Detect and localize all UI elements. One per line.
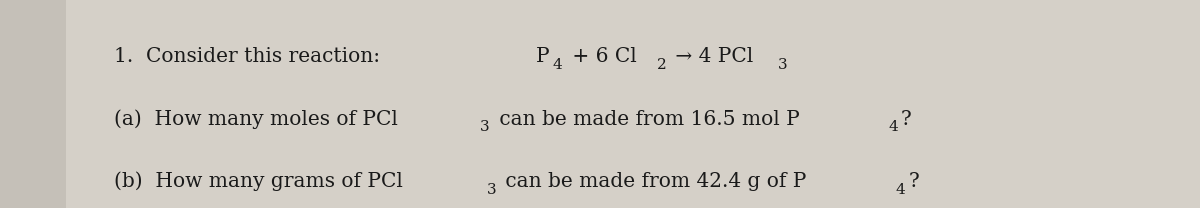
Text: ?: ? xyxy=(908,172,919,191)
Text: 2: 2 xyxy=(656,58,666,72)
Text: 3: 3 xyxy=(487,182,497,197)
Text: 4: 4 xyxy=(553,58,563,72)
Text: + 6 Cl: + 6 Cl xyxy=(565,47,636,66)
Text: 4: 4 xyxy=(888,120,899,134)
Text: P: P xyxy=(535,47,550,66)
Text: (a)  How many moles of PCl: (a) How many moles of PCl xyxy=(114,109,398,129)
Text: → 4 PCl: → 4 PCl xyxy=(670,47,754,66)
Text: 4: 4 xyxy=(895,182,906,197)
Text: can be made from 16.5 mol P: can be made from 16.5 mol P xyxy=(493,110,799,129)
Text: 3: 3 xyxy=(778,58,787,72)
Text: 3: 3 xyxy=(480,120,490,134)
Text: 1.  Consider this reaction:: 1. Consider this reaction: xyxy=(114,47,380,66)
Text: can be made from 42.4 g of P: can be made from 42.4 g of P xyxy=(499,172,806,191)
Text: ?: ? xyxy=(901,110,912,129)
Text: (b)  How many grams of PCl: (b) How many grams of PCl xyxy=(114,172,403,191)
